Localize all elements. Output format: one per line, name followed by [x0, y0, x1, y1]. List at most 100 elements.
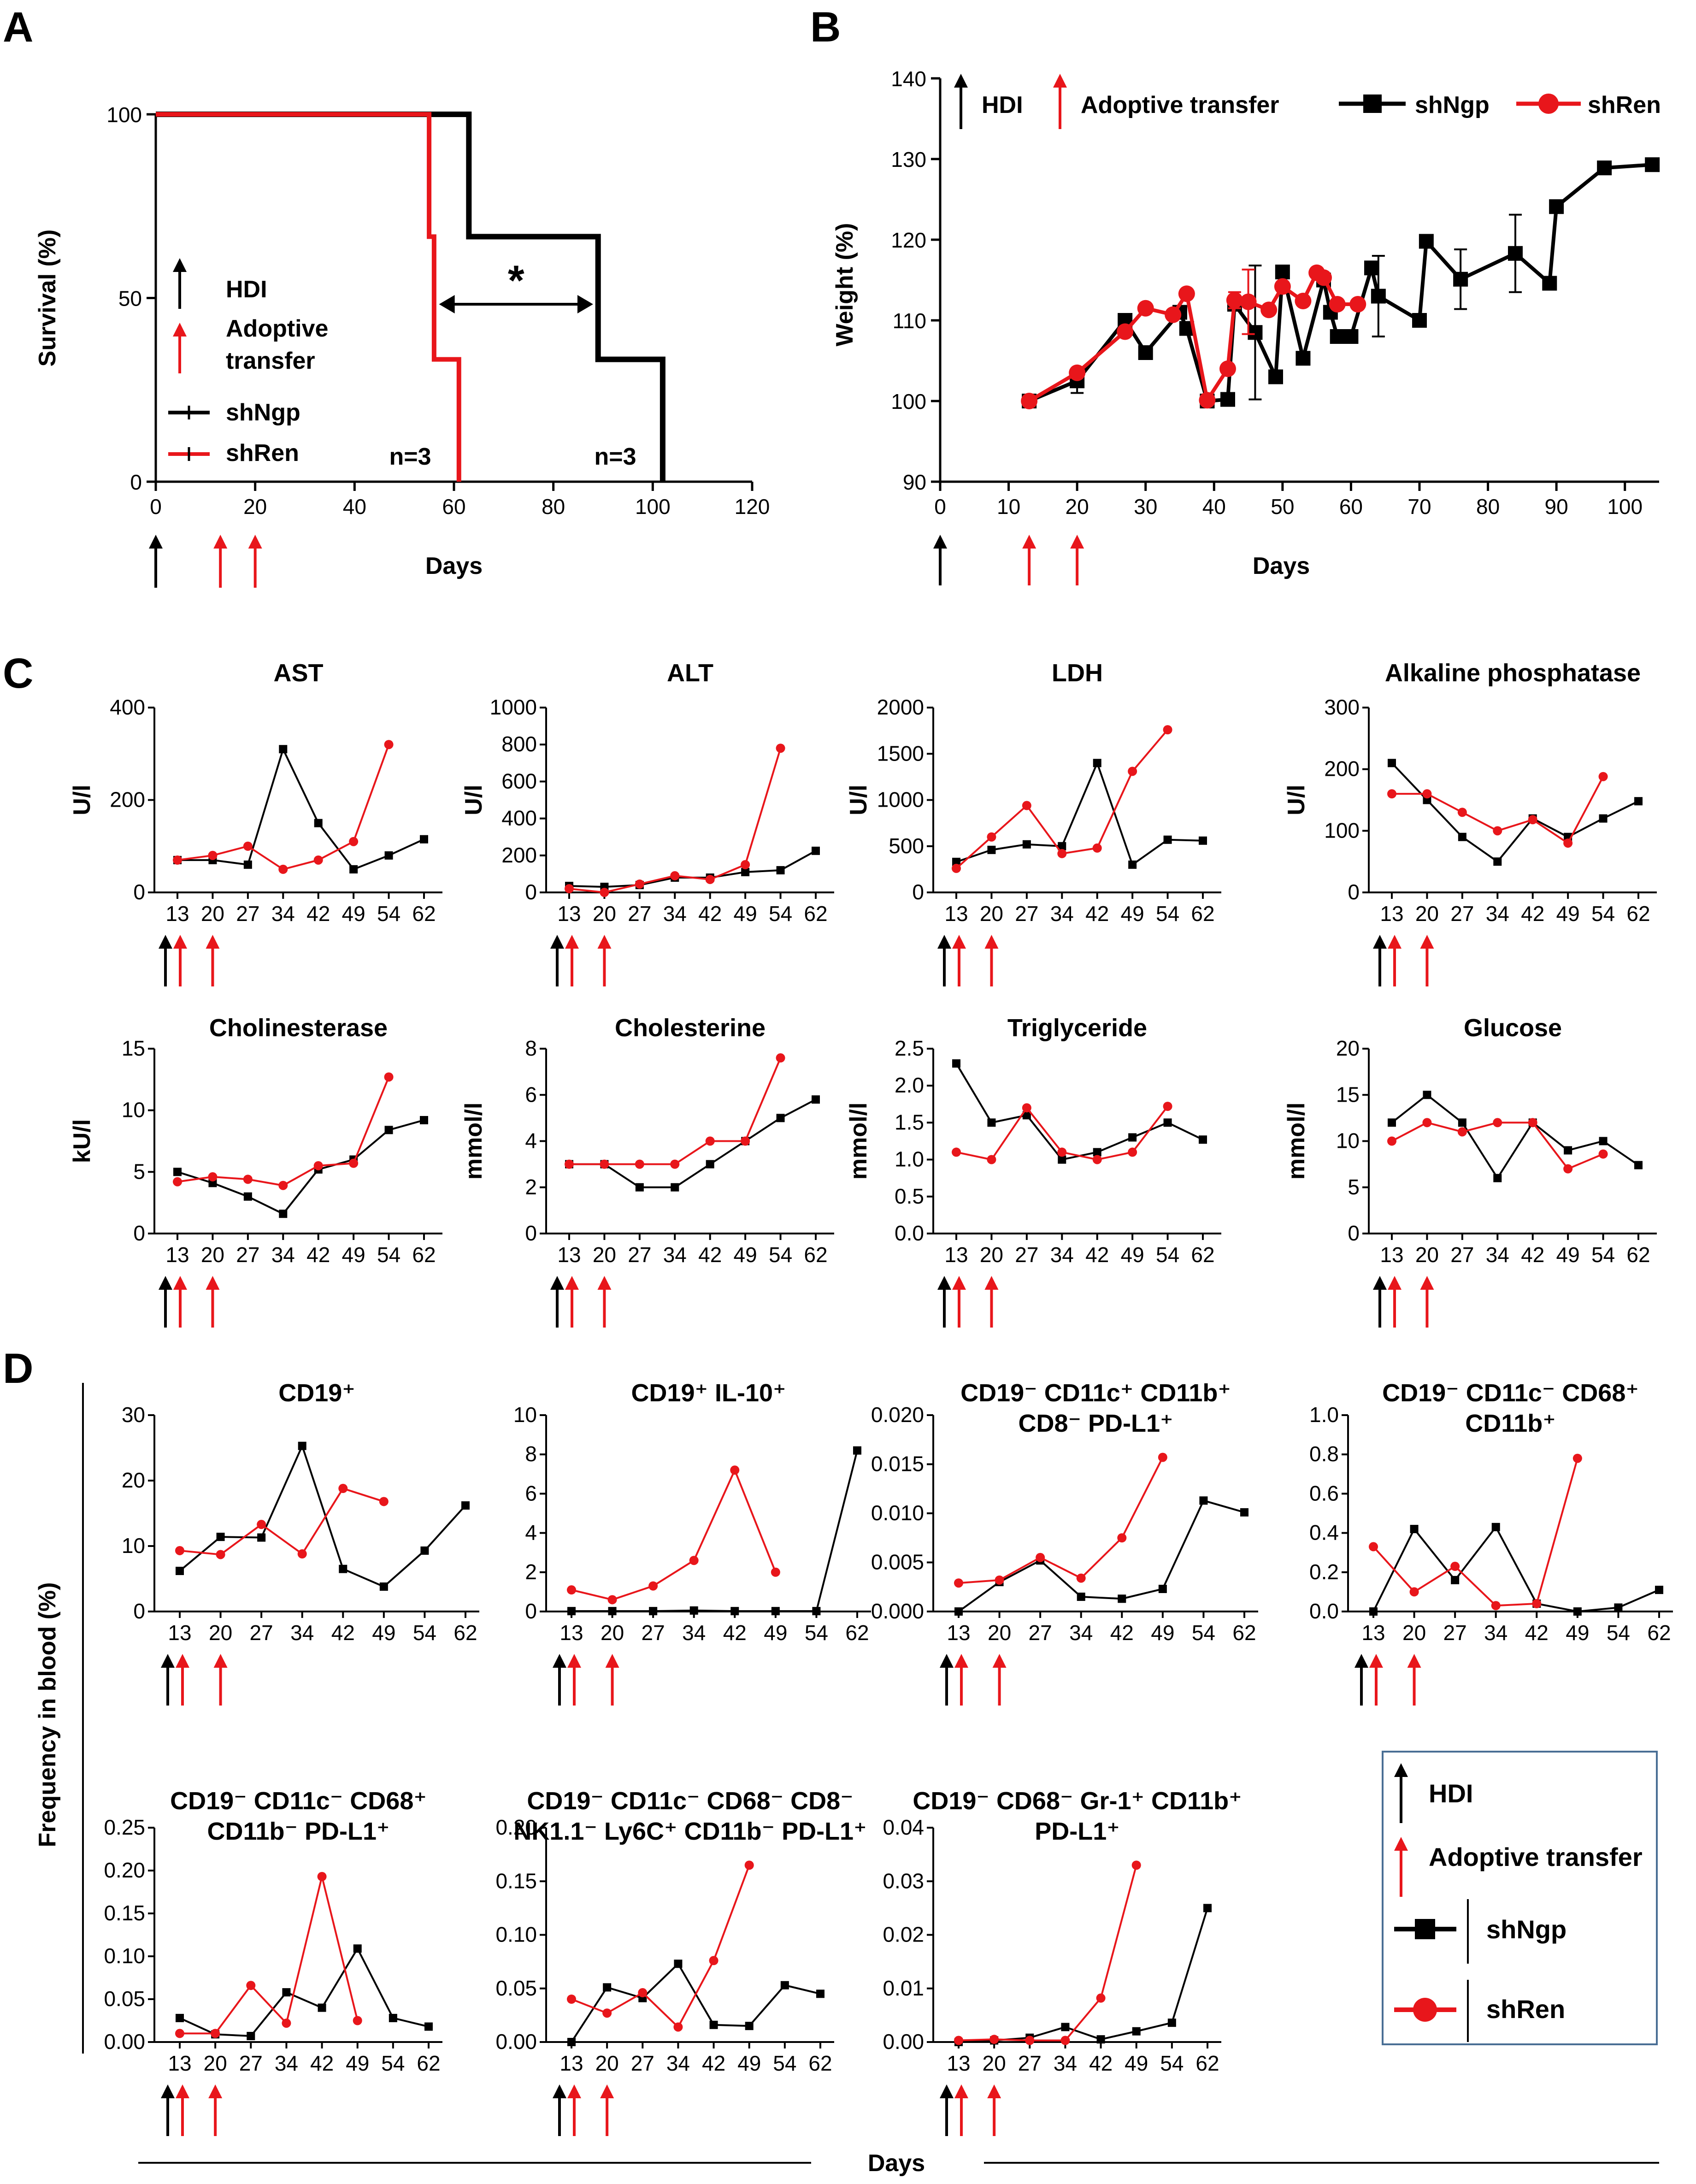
- x-tick-label: 42: [306, 1243, 330, 1267]
- y-tick-label: 0.20: [104, 1858, 145, 1882]
- x-tick-label: 20: [201, 902, 224, 926]
- hdi-arrow: [550, 1276, 564, 1328]
- frequency-axis-title: Frequency in blood (%): [34, 1582, 61, 1848]
- point-shRen: [246, 1981, 256, 1990]
- x-tick-label: 60: [1339, 495, 1363, 519]
- x-tick-label: 50: [1271, 495, 1294, 519]
- point-shNgp: [1022, 840, 1031, 849]
- point-shNgp: [1451, 1576, 1460, 1584]
- point-shRen: [1076, 1573, 1086, 1583]
- chart-D2: CD19⁺ IL-10⁺ 0 2 4 6 8 10 13 20 27 34 42 49 54 62: [513, 1379, 871, 1645]
- x-tick-label: 62: [1626, 902, 1650, 926]
- legend-transfer-arrow: [1053, 74, 1067, 129]
- x-tick-label: 13: [944, 902, 968, 926]
- legend-hdi-arrow: [173, 258, 187, 309]
- x-tick-label: 49: [1556, 902, 1580, 926]
- x-tick-label: 49: [1121, 1243, 1144, 1267]
- point-shNgp: [635, 1183, 644, 1192]
- y-tick-label: 0: [525, 880, 537, 904]
- point-shNgp: [282, 1988, 291, 1997]
- y-tick-label: 5: [133, 1159, 145, 1183]
- point-shRen: [670, 871, 680, 880]
- point-shRen: [1528, 815, 1537, 825]
- x-tick-label: 27: [239, 2051, 263, 2075]
- hdi-arrow: [1373, 1276, 1387, 1328]
- y-tick-label: 110: [893, 309, 926, 333]
- point-shRen: [1022, 1103, 1031, 1113]
- weight-point-shRen: [1349, 296, 1366, 313]
- x-tick-label: 54: [1192, 1621, 1215, 1645]
- weight-point-shRen: [1165, 306, 1182, 323]
- point-shRen: [607, 1595, 617, 1605]
- x-tick-label: 27: [250, 1621, 273, 1645]
- x-tick-label: 13: [165, 1243, 189, 1267]
- y-tick-label: 10: [122, 1098, 145, 1122]
- x-tick-label: 54: [1591, 1243, 1615, 1267]
- point-shRen: [1598, 1149, 1608, 1159]
- x-tick-label: 27: [1029, 1621, 1052, 1645]
- transfer-arrow: [1070, 535, 1084, 585]
- point-shNgp: [1128, 1133, 1137, 1142]
- chart-title: AST: [274, 659, 324, 687]
- point-shNgp: [1199, 1496, 1208, 1505]
- point-shRen: [705, 1136, 715, 1146]
- point-shNgp: [424, 2022, 433, 2031]
- weight-point-shRen: [1178, 285, 1195, 302]
- point-shNgp: [1458, 832, 1466, 841]
- y-tick-label: 1000: [490, 695, 537, 719]
- point-shNgp: [812, 1095, 820, 1104]
- x-tick-label: 120: [735, 495, 770, 519]
- point-shNgp: [706, 1160, 714, 1169]
- weight-point-shRen: [1219, 360, 1236, 377]
- point-shNgp: [608, 1607, 617, 1616]
- y-tick-label: 0: [1348, 1221, 1360, 1245]
- point-shNgp: [173, 1168, 182, 1176]
- transfer-arrow: [173, 1276, 187, 1328]
- chart-C4: Alkaline phosphatase 0 100 200 300 13 20 27 34 42…: [1283, 659, 1657, 926]
- point-shRen: [216, 1550, 225, 1559]
- y-tick-label: 0: [133, 1599, 145, 1623]
- point-shRen: [1528, 1118, 1537, 1127]
- transfer-arrow: [173, 935, 187, 986]
- point-shNgp: [1058, 842, 1066, 850]
- transfer-arrow: [248, 535, 262, 588]
- line-shNgp: [179, 1443, 466, 1588]
- y-tick-label: 500: [889, 834, 924, 858]
- transfer-arrow: [605, 1654, 619, 1706]
- transfer-arrow: [952, 935, 966, 986]
- chart-title: CD19⁺: [278, 1379, 355, 1407]
- chart-title: Cholinesterase: [209, 1014, 388, 1042]
- x-tick-label: 54: [413, 1621, 436, 1645]
- line-shRen: [958, 1457, 1164, 1584]
- transfer-arrow: [1407, 1654, 1421, 1706]
- point-shRen: [954, 2036, 963, 2045]
- point-shRen: [567, 1995, 576, 2004]
- point-shNgp: [1410, 1525, 1419, 1534]
- line-shNgp: [1391, 762, 1639, 863]
- km-curve-shRen: [156, 112, 461, 482]
- point-shRen: [173, 855, 182, 865]
- x-tick-label: 62: [1626, 1243, 1650, 1267]
- line-shNgp: [1372, 1525, 1660, 1613]
- point-shRen: [776, 744, 785, 753]
- point-shRen: [648, 1581, 658, 1591]
- y-tick-label: 400: [501, 806, 537, 830]
- point-shRen: [257, 1520, 266, 1529]
- legend-shngp-label: shNgp: [1415, 92, 1490, 118]
- line-shNgp: [177, 1119, 424, 1215]
- x-tick-label: 54: [1156, 1243, 1179, 1267]
- x-tick-label: 27: [628, 1243, 651, 1267]
- point-shNgp: [1118, 1594, 1126, 1603]
- point-shRen: [317, 1872, 327, 1882]
- y-tick-label: 0.8: [1309, 1442, 1339, 1466]
- point-shNgp: [247, 2031, 255, 2040]
- x-tick-label: 42: [1521, 902, 1544, 926]
- x-tick-label: 49: [764, 1621, 787, 1645]
- chart-D7: CD19⁻ CD68⁻ Gr-1⁺ CD11b⁺ PD-L1⁺ 0.00 0.01 0.…: [883, 1787, 1242, 2075]
- point-shRen: [1422, 1118, 1432, 1127]
- chart-title: CD19⁻ CD68⁻ Gr-1⁺ CD11b⁺: [913, 1787, 1242, 1815]
- x-axis-title: Days: [425, 553, 483, 579]
- transfer-arrow: [600, 2084, 614, 2136]
- point-shRen: [952, 863, 961, 873]
